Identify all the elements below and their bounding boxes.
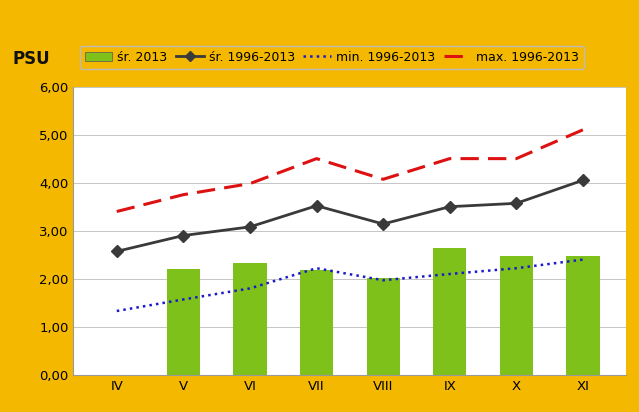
Bar (500, 256, 533, 375)
Bar (367, 278, 400, 375)
Bar (433, 248, 466, 375)
Legend: śr. 2013, śr. 1996-2013, min. 1996-2013, max. 1996-2013: śr. 2013, śr. 1996-2013, min. 1996-2013,… (80, 46, 584, 69)
Text: PSU: PSU (13, 50, 50, 68)
Bar (300, 270, 333, 375)
Bar (566, 256, 599, 375)
Bar (167, 269, 200, 375)
Bar (233, 263, 266, 375)
